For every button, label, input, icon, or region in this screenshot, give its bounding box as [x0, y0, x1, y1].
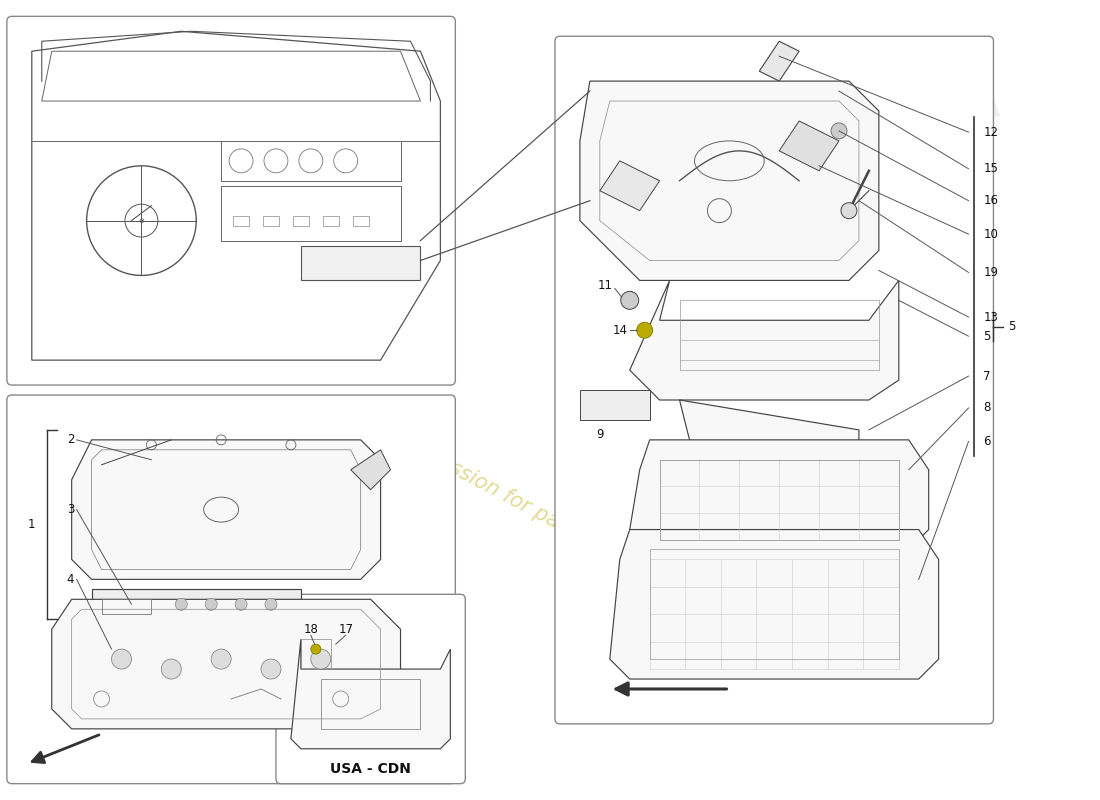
- Text: 7: 7: [983, 370, 991, 382]
- Polygon shape: [72, 440, 381, 579]
- Polygon shape: [351, 450, 390, 490]
- Bar: [293, 216, 309, 226]
- Text: 4: 4: [67, 573, 74, 586]
- Polygon shape: [52, 599, 400, 729]
- Circle shape: [311, 644, 321, 654]
- Bar: [263, 216, 279, 226]
- Polygon shape: [609, 530, 938, 679]
- Text: 18: 18: [304, 622, 318, 636]
- Text: USA - CDN: USA - CDN: [330, 762, 411, 776]
- Polygon shape: [779, 121, 839, 170]
- Circle shape: [842, 202, 857, 218]
- Polygon shape: [600, 161, 660, 210]
- Circle shape: [265, 598, 277, 610]
- Text: 19: 19: [983, 266, 999, 279]
- Text: 10: 10: [983, 228, 999, 241]
- Circle shape: [175, 598, 187, 610]
- Circle shape: [206, 598, 217, 610]
- Text: 9: 9: [596, 428, 604, 442]
- Polygon shape: [680, 400, 859, 470]
- Polygon shape: [580, 390, 650, 420]
- Bar: [321, 679, 420, 729]
- Text: 15: 15: [983, 162, 999, 175]
- FancyBboxPatch shape: [7, 395, 455, 784]
- Bar: [221, 186, 400, 241]
- Bar: [660, 460, 899, 539]
- Circle shape: [162, 659, 182, 679]
- Text: a passion for parts since 1985: a passion for parts since 1985: [406, 437, 694, 602]
- Circle shape: [311, 649, 331, 669]
- FancyBboxPatch shape: [556, 36, 993, 724]
- Circle shape: [111, 649, 132, 669]
- Circle shape: [235, 598, 248, 610]
- Text: 16: 16: [983, 194, 999, 207]
- Polygon shape: [290, 639, 450, 749]
- Bar: [233, 216, 249, 226]
- Bar: [322, 216, 339, 226]
- Bar: [101, 599, 152, 614]
- Text: 17: 17: [338, 622, 353, 636]
- Text: 5: 5: [983, 330, 991, 342]
- Polygon shape: [629, 281, 899, 400]
- Circle shape: [261, 659, 280, 679]
- Polygon shape: [91, 590, 301, 619]
- Text: 12: 12: [983, 126, 999, 138]
- Polygon shape: [629, 440, 928, 550]
- Text: 13: 13: [983, 310, 999, 323]
- FancyBboxPatch shape: [7, 16, 455, 385]
- FancyBboxPatch shape: [276, 594, 465, 784]
- Bar: [301, 246, 420, 281]
- Polygon shape: [759, 42, 799, 81]
- Polygon shape: [580, 81, 879, 281]
- Text: 2: 2: [67, 434, 74, 446]
- Circle shape: [637, 322, 652, 338]
- Text: 3: 3: [67, 503, 74, 516]
- Text: ⊕: ⊕: [139, 218, 144, 224]
- Text: 1: 1: [29, 518, 35, 531]
- Bar: [353, 216, 369, 226]
- Text: 14: 14: [613, 324, 627, 337]
- Circle shape: [211, 649, 231, 669]
- Bar: [221, 141, 400, 181]
- Circle shape: [620, 291, 639, 310]
- Text: 8: 8: [983, 402, 991, 414]
- Text: EUROSPA
RES
1985: EUROSPA RES 1985: [856, 94, 1001, 187]
- Circle shape: [830, 123, 847, 139]
- Text: 11: 11: [597, 279, 613, 292]
- Text: 5: 5: [1009, 320, 1015, 333]
- Text: 6: 6: [983, 435, 991, 448]
